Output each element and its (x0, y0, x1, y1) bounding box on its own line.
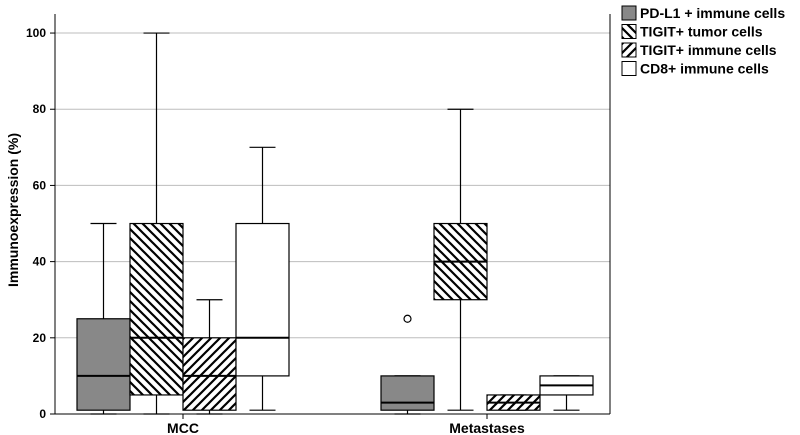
iqr-box (235, 222, 290, 377)
box-0-0 (76, 222, 131, 415)
legend-entry: TIGIT+ immune cells (621, 42, 777, 58)
legend-label: TIGIT+ tumor cells (640, 24, 763, 40)
y-tick-label: 40 (33, 255, 47, 269)
legend-label: CD8+ immune cells (640, 61, 769, 77)
box-0-2 (182, 299, 237, 415)
y-tick-label: 20 (33, 331, 47, 345)
y-tick-label: 100 (26, 26, 46, 40)
legend-swatch (621, 5, 637, 21)
legend-swatch (621, 24, 637, 39)
legend: PD-L1 + immune cells TIGIT+ tumor cells TI… (621, 5, 785, 77)
iqr-box (76, 318, 131, 411)
x-categories: MCC Metastases (167, 414, 525, 435)
outlier-point (403, 314, 412, 323)
legend-label: PD-L1 + immune cells (640, 5, 785, 21)
y-tick-label: 60 (33, 178, 47, 192)
box-1-0 (380, 314, 435, 415)
legend-label: TIGIT+ immune cells (640, 42, 777, 58)
legend-entry: TIGIT+ tumor cells (621, 24, 763, 40)
x-category-label: Metastases (449, 420, 525, 435)
box-1-1 (433, 108, 488, 411)
x-category-label: MCC (167, 420, 199, 435)
legend-swatch (621, 61, 637, 76)
iqr-box (129, 222, 184, 396)
y-ticks: 0 20 40 60 80 100 (26, 26, 55, 421)
box-1-3 (539, 375, 594, 411)
box-1-2 (486, 394, 541, 411)
y-axis-label: Immunoexpression (%) (5, 133, 21, 287)
iqr-box (380, 375, 435, 411)
legend-entry: CD8+ immune cells (621, 61, 769, 77)
boxes (76, 32, 594, 415)
iqr-box (182, 337, 237, 411)
legend-entry: PD-L1 + immune cells (621, 5, 785, 21)
box-0-1 (129, 32, 184, 415)
legend-swatch (621, 42, 637, 58)
y-tick-label: 0 (39, 407, 46, 421)
box-0-3 (235, 146, 290, 411)
y-tick-label: 80 (33, 102, 47, 116)
